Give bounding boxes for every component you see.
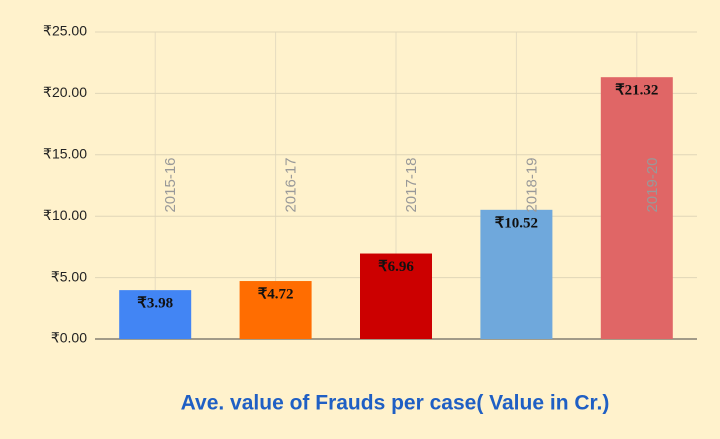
value-label: ₹4.72 [258,286,294,302]
y-tick-label: ₹25.00 [43,23,87,39]
y-tick-label: ₹0.00 [51,330,87,346]
y-tick-label: ₹10.00 [43,207,87,223]
x-tick-label: 2017-18 [403,157,420,212]
bar [239,281,312,339]
x-tick-label: 2015-16 [162,157,179,212]
value-label: ₹21.32 [615,83,658,99]
x-tick-label: 2018-19 [523,157,540,212]
value-label: ₹10.52 [495,215,538,231]
x-tick-label: 2019-20 [644,157,661,212]
y-tick-label: ₹5.00 [51,268,87,284]
bar [360,253,432,339]
value-label: ₹3.98 [137,296,173,312]
bar [119,290,192,339]
bar [480,209,553,339]
y-tick-label: ₹20.00 [43,84,87,100]
bar [600,77,673,339]
value-label: ₹6.96 [378,259,414,275]
y-tick-label: ₹15.00 [43,146,87,162]
x-tick-label: 2016-17 [283,157,300,212]
chart-title: Ave. value of Frauds per case( Value in … [181,392,610,415]
